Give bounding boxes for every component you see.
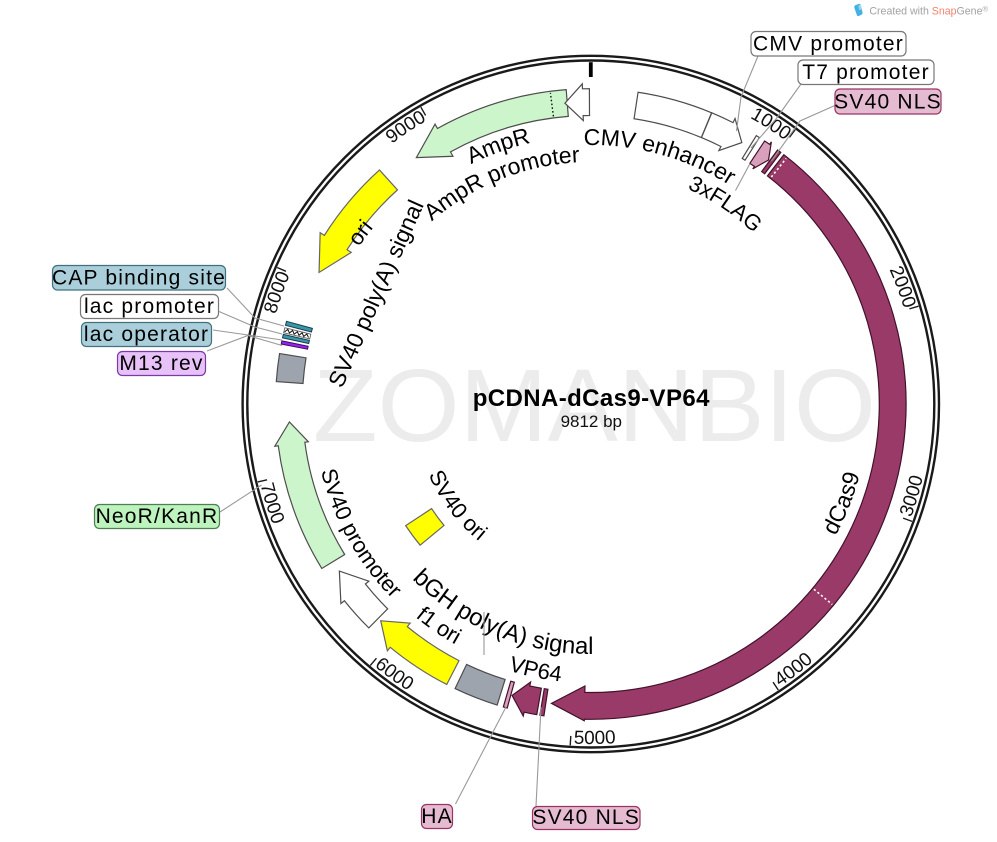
svg-text:SV40 NLS: SV40 NLS [532, 806, 640, 829]
svg-text:9812 bp: 9812 bp [561, 412, 622, 431]
svg-text:Created with SnapGene®: Created with SnapGene® [869, 4, 988, 17]
svg-text:lac operator: lac operator [84, 323, 209, 346]
svg-text:lac promoter: lac promoter [84, 295, 215, 318]
svg-text:ZOMANBIO: ZOMANBIO [313, 348, 876, 463]
svg-text:NeoR/KanR: NeoR/KanR [96, 505, 219, 528]
svg-text:SV40 NLS: SV40 NLS [834, 91, 942, 114]
svg-text:pCDNA-dCas9-VP64: pCDNA-dCas9-VP64 [473, 385, 710, 412]
svg-text:5000: 5000 [573, 727, 616, 749]
svg-text:CMV promoter: CMV promoter [753, 33, 904, 56]
svg-text:HA: HA [421, 805, 453, 828]
svg-text:T7 promoter: T7 promoter [802, 61, 930, 84]
svg-text:M13 rev: M13 rev [119, 352, 203, 375]
svg-text:CAP binding site: CAP binding site [52, 267, 226, 290]
